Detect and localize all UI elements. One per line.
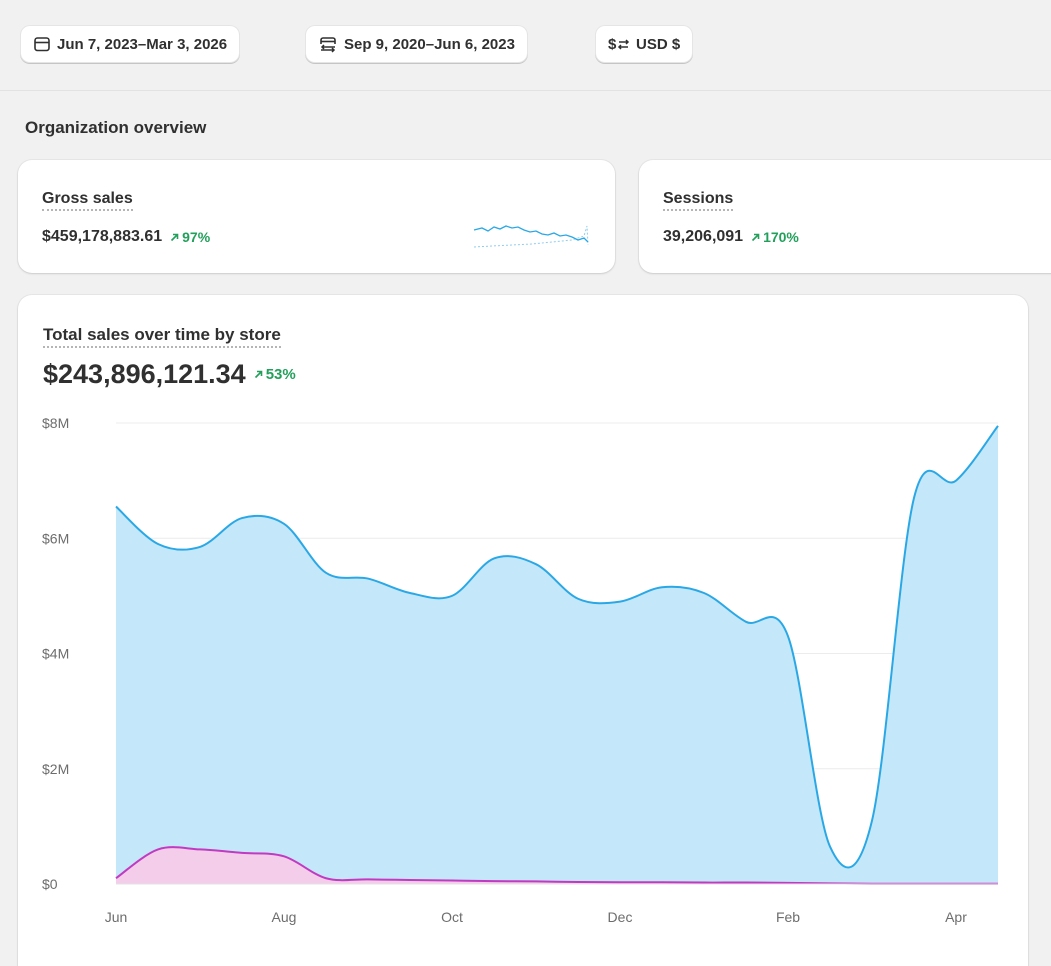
- series-2-point[interactable]: [615, 877, 625, 887]
- x-tick-label: Dec: [608, 909, 633, 925]
- series-2-point[interactable]: [153, 844, 163, 854]
- arrow-up-right-icon: [171, 233, 179, 241]
- series-2-point[interactable]: [279, 851, 289, 861]
- x-tick-label: Oct: [441, 909, 463, 925]
- gross-sales-delta-value: 97%: [182, 229, 211, 245]
- series-2-point[interactable]: [363, 874, 373, 884]
- currency-selector[interactable]: $ USD $: [595, 25, 694, 63]
- x-tick-label: Feb: [776, 909, 800, 925]
- series-1-point[interactable]: [909, 493, 919, 503]
- currency-text: USD $: [636, 35, 681, 53]
- calendar-compare-icon: [320, 37, 336, 53]
- chart-total-row: $243,896,121.34 53%: [43, 359, 296, 390]
- gross-sales-value-row: $459,178,883.61 97%: [42, 228, 210, 246]
- series-2-point[interactable]: [531, 876, 541, 886]
- y-tick-label: $0: [42, 876, 58, 892]
- series-2-point[interactable]: [741, 878, 751, 888]
- sessions-card[interactable]: Sessions 39,206,091 170%: [639, 160, 1051, 273]
- y-tick-label: $8M: [42, 415, 69, 431]
- sessions-value: 39,206,091: [663, 228, 744, 245]
- series-1-point[interactable]: [111, 502, 121, 512]
- chart-title[interactable]: Total sales over time by store: [43, 325, 281, 348]
- gross-sales-value: $459,178,883.61: [42, 228, 163, 245]
- series-1-point[interactable]: [447, 591, 457, 601]
- date-range-picker[interactable]: Jun 7, 2023–Mar 3, 2026: [20, 25, 241, 63]
- arrow-up-right-icon: [752, 233, 760, 241]
- series-1-point[interactable]: [279, 519, 289, 529]
- sessions-delta-value: 170%: [763, 229, 799, 245]
- filter-toolbar: Jun 7, 2023–Mar 3, 2026 Sep 9, 2020–Jun …: [0, 0, 1051, 91]
- sales-area-chart[interactable]: $0 $2M $4M $6M $8M Jun Aug Oct Dec Feb Apr: [18, 295, 1028, 966]
- chart-total-delta-value: 53%: [265, 366, 296, 383]
- series-1-point[interactable]: [489, 553, 499, 563]
- series-area-2: [116, 847, 998, 884]
- arrow-up-right-icon: [254, 370, 263, 379]
- series-2-point[interactable]: [657, 877, 667, 887]
- date-range-text: Jun 7, 2023–Mar 3, 2026: [57, 35, 228, 53]
- series-1-point[interactable]: [195, 542, 205, 552]
- x-tick-label: Aug: [272, 909, 297, 925]
- gross-sales-delta: 97%: [170, 229, 210, 245]
- series-area-1: [116, 425, 998, 884]
- sales-over-time-card: Total sales over time by store $243,896,…: [18, 295, 1028, 966]
- currency-exchange-icon: $: [608, 36, 630, 53]
- series-2-point[interactable]: [783, 878, 793, 888]
- chart-total-value: $243,896,121.34: [43, 359, 246, 389]
- series-2-point[interactable]: [699, 878, 709, 888]
- series-2-point[interactable]: [237, 848, 247, 858]
- series-1-point[interactable]: [573, 594, 583, 604]
- series-2-point[interactable]: [825, 878, 835, 888]
- series-1-point[interactable]: [993, 421, 1003, 431]
- series-1-point[interactable]: [741, 617, 751, 627]
- series-1-point[interactable]: [153, 539, 163, 549]
- series-1-point[interactable]: [657, 582, 667, 592]
- series-1-point[interactable]: [321, 568, 331, 578]
- series-2-point[interactable]: [111, 873, 121, 883]
- series-2-point[interactable]: [405, 875, 415, 885]
- calendar-icon: [34, 37, 50, 52]
- section-title: Organization overview: [25, 118, 207, 137]
- chart-total-delta: 53%: [254, 366, 296, 383]
- series-1-point[interactable]: [615, 597, 625, 607]
- series-2-point[interactable]: [195, 844, 205, 854]
- sessions-label[interactable]: Sessions: [663, 190, 734, 211]
- series-1-point[interactable]: [699, 588, 709, 598]
- series-1-point[interactable]: [531, 559, 541, 569]
- comparison-range-text: Sep 9, 2020–Jun 6, 2023: [344, 35, 515, 53]
- x-tick-label: Apr: [945, 909, 967, 925]
- sessions-delta: 170%: [751, 229, 799, 245]
- series-line-1[interactable]: [115, 425, 999, 869]
- y-tick-label: $2M: [42, 761, 69, 777]
- series-1-point[interactable]: [825, 842, 835, 852]
- series-1-point[interactable]: [951, 476, 961, 486]
- sessions-value-row: 39,206,091 170%: [663, 228, 799, 246]
- gross-sales-label[interactable]: Gross sales: [42, 190, 133, 211]
- x-tick-label: Jun: [105, 909, 128, 925]
- series-1-point[interactable]: [405, 588, 415, 598]
- y-tick-label: $4M: [42, 646, 69, 662]
- series-2-point[interactable]: [489, 876, 499, 886]
- svg-text:$: $: [608, 36, 617, 53]
- y-tick-label: $6M: [42, 530, 69, 546]
- series-1-point[interactable]: [237, 513, 247, 523]
- series-2-point[interactable]: [321, 873, 331, 883]
- series-1-point[interactable]: [783, 631, 793, 641]
- comparison-range-picker[interactable]: Sep 9, 2020–Jun 6, 2023: [305, 25, 528, 63]
- gross-sales-card[interactable]: Gross sales $459,178,883.61 97%: [18, 160, 615, 273]
- series-2-point[interactable]: [573, 877, 583, 887]
- series-1-point[interactable]: [363, 574, 373, 584]
- gross-sales-sparkline: [473, 225, 589, 248]
- series-1-point[interactable]: [867, 816, 877, 826]
